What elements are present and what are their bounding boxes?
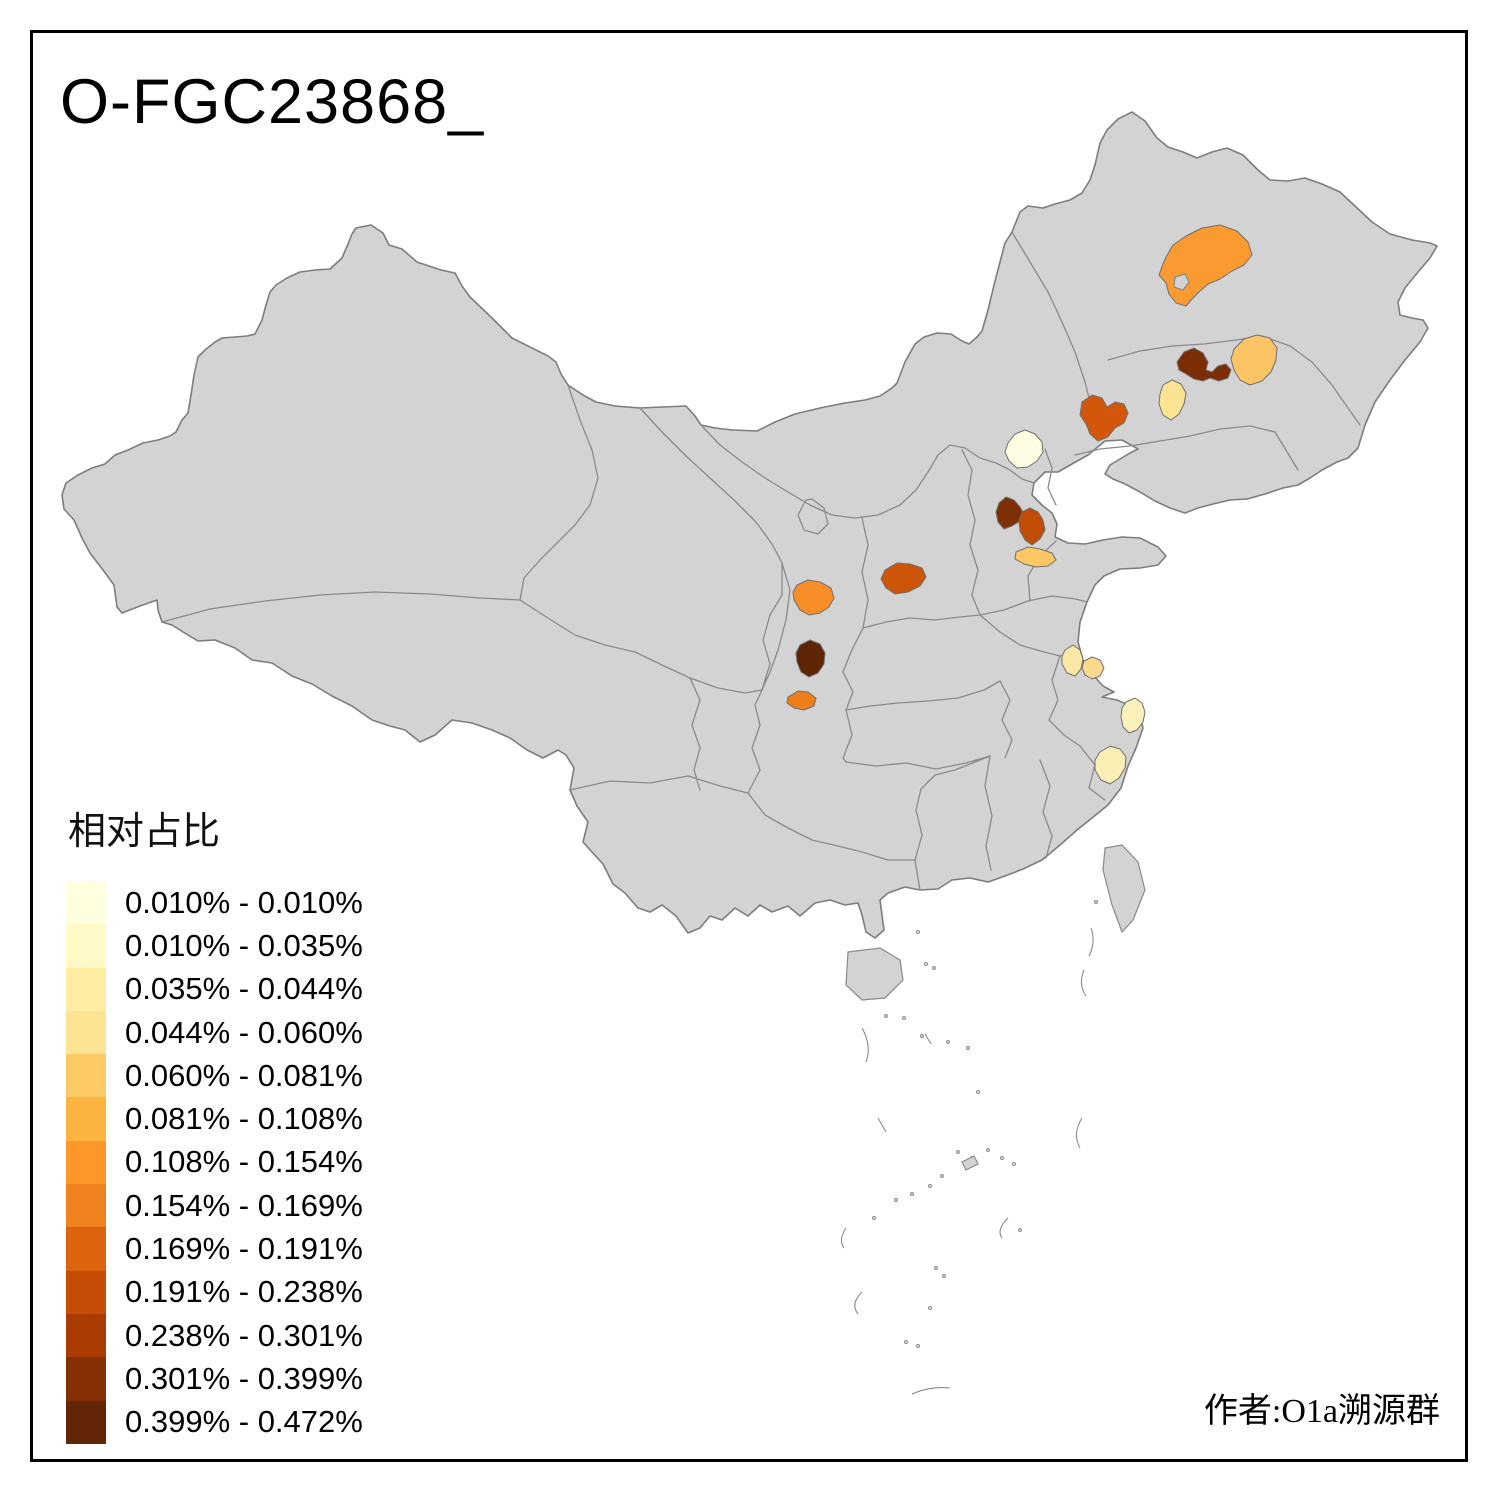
legend-row: 0.060% - 0.081%	[66, 1054, 363, 1098]
legend-swatch	[66, 1227, 106, 1271]
sea-islands	[840, 900, 1098, 1395]
choropleth-region	[786, 690, 817, 711]
legend-row: 0.399% - 0.472%	[66, 1400, 363, 1444]
legend-label: 0.154% - 0.169%	[125, 1187, 363, 1223]
legend-rows: 0.010% - 0.010% 0.010% - 0.035% 0.035% - 0…	[66, 881, 363, 1444]
legend-row: 0.191% - 0.238%	[66, 1270, 363, 1314]
choropleth-region	[1158, 379, 1187, 421]
legend-row: 0.010% - 0.010%	[66, 881, 363, 925]
legend-swatch	[66, 1140, 106, 1185]
legend-label: 0.191% - 0.238%	[125, 1274, 363, 1310]
legend-swatch	[66, 1313, 106, 1358]
choropleth-region	[795, 639, 826, 678]
legend-swatch	[66, 1010, 106, 1055]
map-enclave	[1173, 273, 1190, 291]
legend: 相对占比 0.010% - 0.010% 0.010% - 0.035% 0.035…	[66, 800, 363, 1444]
legend-swatch	[66, 1054, 106, 1098]
legend-row: 0.169% - 0.191%	[66, 1227, 363, 1271]
legend-swatch	[66, 1097, 106, 1141]
legend-swatch	[66, 967, 106, 1011]
legend-row: 0.154% - 0.169%	[66, 1184, 363, 1228]
legend-label: 0.108% - 0.154%	[125, 1144, 363, 1180]
attribution: 作者:O1a溯源群	[1203, 1393, 1440, 1430]
legend-label: 0.035% - 0.044%	[125, 971, 363, 1007]
choropleth-region	[1230, 334, 1278, 386]
legend-swatch	[66, 881, 106, 925]
legend-row: 0.301% - 0.399%	[66, 1357, 363, 1401]
legend-swatch	[66, 1400, 106, 1444]
legend-swatch	[66, 1270, 106, 1314]
legend-label: 0.081% - 0.108%	[125, 1101, 363, 1137]
legend-row: 0.238% - 0.301%	[66, 1313, 363, 1358]
legend-title: 相对占比	[68, 811, 221, 853]
choropleth-region	[1120, 697, 1146, 734]
choropleth-region	[1176, 347, 1232, 382]
taiwan-island	[1102, 844, 1146, 934]
choropleth-region	[792, 579, 835, 616]
choropleth-region	[880, 562, 927, 595]
legend-label: 0.060% - 0.081%	[125, 1057, 363, 1093]
legend-swatch	[66, 1184, 106, 1228]
legend-row: 0.035% - 0.044%	[66, 967, 363, 1011]
legend-swatch	[66, 1357, 106, 1401]
hainan-island	[845, 947, 904, 1001]
choropleth-regions	[786, 224, 1278, 785]
choropleth-region	[1004, 429, 1044, 469]
legend-row: 0.081% - 0.108%	[66, 1097, 363, 1141]
legend-label: 0.399% - 0.472%	[125, 1404, 363, 1440]
choropleth-region	[1061, 644, 1084, 677]
legend-label: 0.301% - 0.399%	[125, 1360, 363, 1396]
province-borders	[161, 231, 1361, 891]
choropleth-region	[1081, 656, 1105, 680]
legend-swatch	[66, 924, 106, 968]
legend-row: 0.108% - 0.154%	[66, 1140, 363, 1185]
legend-label: 0.169% - 0.191%	[125, 1231, 363, 1267]
choropleth-region	[1094, 745, 1127, 785]
legend-label: 0.238% - 0.301%	[125, 1317, 363, 1353]
legend-row: 0.044% - 0.060%	[66, 1010, 363, 1055]
legend-label: 0.010% - 0.010%	[125, 884, 363, 920]
legend-row: 0.010% - 0.035%	[66, 924, 363, 968]
choropleth-region	[1014, 546, 1057, 568]
choropleth-region	[1018, 507, 1046, 546]
china-outline	[61, 111, 1438, 939]
legend-label: 0.010% - 0.035%	[125, 927, 363, 963]
choropleth-region	[1079, 394, 1129, 442]
legend-label: 0.044% - 0.060%	[125, 1014, 363, 1050]
page-title: O-FGC23868_	[60, 67, 485, 137]
